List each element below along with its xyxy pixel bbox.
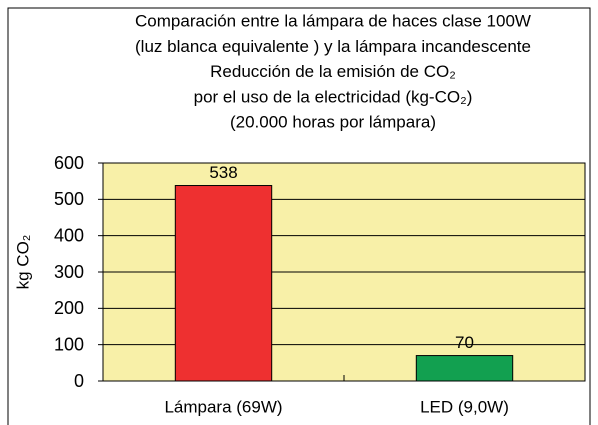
y-tick-label: 100: [54, 334, 84, 354]
chart-title: Reducción de la emisión de CO₂: [210, 62, 456, 81]
y-tick-label: 200: [54, 298, 84, 318]
y-tick-label: 400: [54, 225, 84, 245]
data-label: 70: [455, 333, 474, 352]
x-tick-label: Lámpara (69W): [164, 397, 282, 416]
y-tick-label: 300: [54, 262, 84, 282]
data-label: 538: [209, 163, 237, 182]
y-tick-label: 0: [74, 371, 84, 391]
y-tick-label: 600: [54, 153, 84, 173]
chart-title: (luz blanca equivalente ) y la lámpara i…: [135, 37, 531, 56]
chart-title: Comparación entre la lámpara de haces cl…: [135, 11, 531, 30]
x-tick-label: LED (9,0W): [420, 397, 509, 416]
y-tick-label: 500: [54, 189, 84, 209]
bar: [174, 185, 273, 382]
chart-title: por el uso de la electricidad (kg-CO₂): [194, 87, 473, 106]
chart-title: (20.000 horas por lámpara): [230, 113, 436, 132]
y-axis-label: kg CO₂: [13, 235, 32, 290]
bar: [415, 355, 514, 382]
